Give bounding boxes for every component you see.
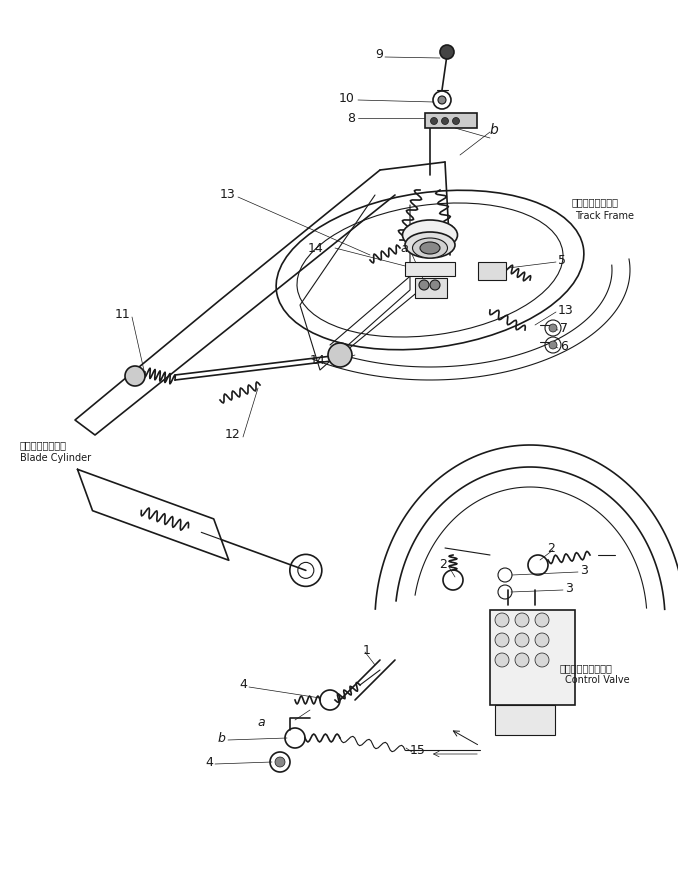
Text: 1: 1 [363, 644, 371, 656]
Ellipse shape [403, 220, 458, 250]
Circle shape [275, 757, 285, 767]
Circle shape [535, 633, 549, 647]
Circle shape [419, 280, 429, 290]
Circle shape [441, 117, 449, 124]
Circle shape [535, 653, 549, 667]
Text: 5: 5 [558, 254, 566, 266]
Bar [405, 262, 455, 276]
Circle shape [495, 633, 509, 647]
Text: a: a [257, 715, 264, 729]
Circle shape [549, 341, 557, 349]
Text: b: b [490, 123, 499, 137]
Text: b: b [217, 731, 225, 745]
Circle shape [328, 343, 352, 367]
Ellipse shape [405, 232, 455, 258]
Circle shape [438, 96, 446, 104]
Text: 12: 12 [224, 428, 240, 442]
Text: 11: 11 [115, 308, 130, 322]
Bar [495, 705, 555, 735]
Circle shape [452, 117, 460, 124]
Text: 14: 14 [308, 241, 324, 255]
Circle shape [431, 117, 437, 124]
Text: 2: 2 [439, 559, 447, 571]
Ellipse shape [412, 238, 447, 258]
Text: 6: 6 [560, 340, 568, 352]
Text: ブレードシリンダ: ブレードシリンダ [20, 440, 67, 450]
Text: 3: 3 [580, 563, 588, 577]
Text: Blade Cylinder: Blade Cylinder [20, 453, 91, 463]
Text: 2: 2 [547, 542, 555, 554]
Circle shape [549, 324, 557, 332]
Bar [490, 610, 575, 705]
Text: Track Frame: Track Frame [575, 211, 634, 221]
Circle shape [515, 613, 529, 627]
Circle shape [515, 653, 529, 667]
Text: トラックフレーム: トラックフレーム [572, 197, 619, 207]
Circle shape [430, 280, 440, 290]
Circle shape [535, 613, 549, 627]
Text: コントロールバルブ: コントロールバルブ [560, 663, 613, 673]
Circle shape [125, 366, 145, 386]
Text: 14: 14 [310, 353, 325, 367]
Circle shape [495, 653, 509, 667]
Bar [415, 278, 447, 298]
Text: 10: 10 [339, 91, 355, 105]
Text: 8: 8 [347, 112, 355, 124]
Text: 4: 4 [205, 755, 213, 769]
Text: 3: 3 [565, 581, 573, 595]
Text: 9: 9 [375, 48, 383, 62]
Text: Control Valve: Control Valve [565, 675, 630, 685]
Text: 4: 4 [239, 679, 247, 691]
Circle shape [515, 633, 529, 647]
Bar [478, 262, 506, 280]
Circle shape [440, 45, 454, 59]
Ellipse shape [420, 242, 440, 254]
Circle shape [495, 613, 509, 627]
Text: a: a [401, 241, 408, 255]
Text: 13: 13 [219, 189, 235, 201]
Text: 13: 13 [558, 303, 574, 316]
Bar [425, 113, 477, 128]
Text: 7: 7 [560, 322, 568, 334]
Text: 15: 15 [410, 744, 426, 756]
